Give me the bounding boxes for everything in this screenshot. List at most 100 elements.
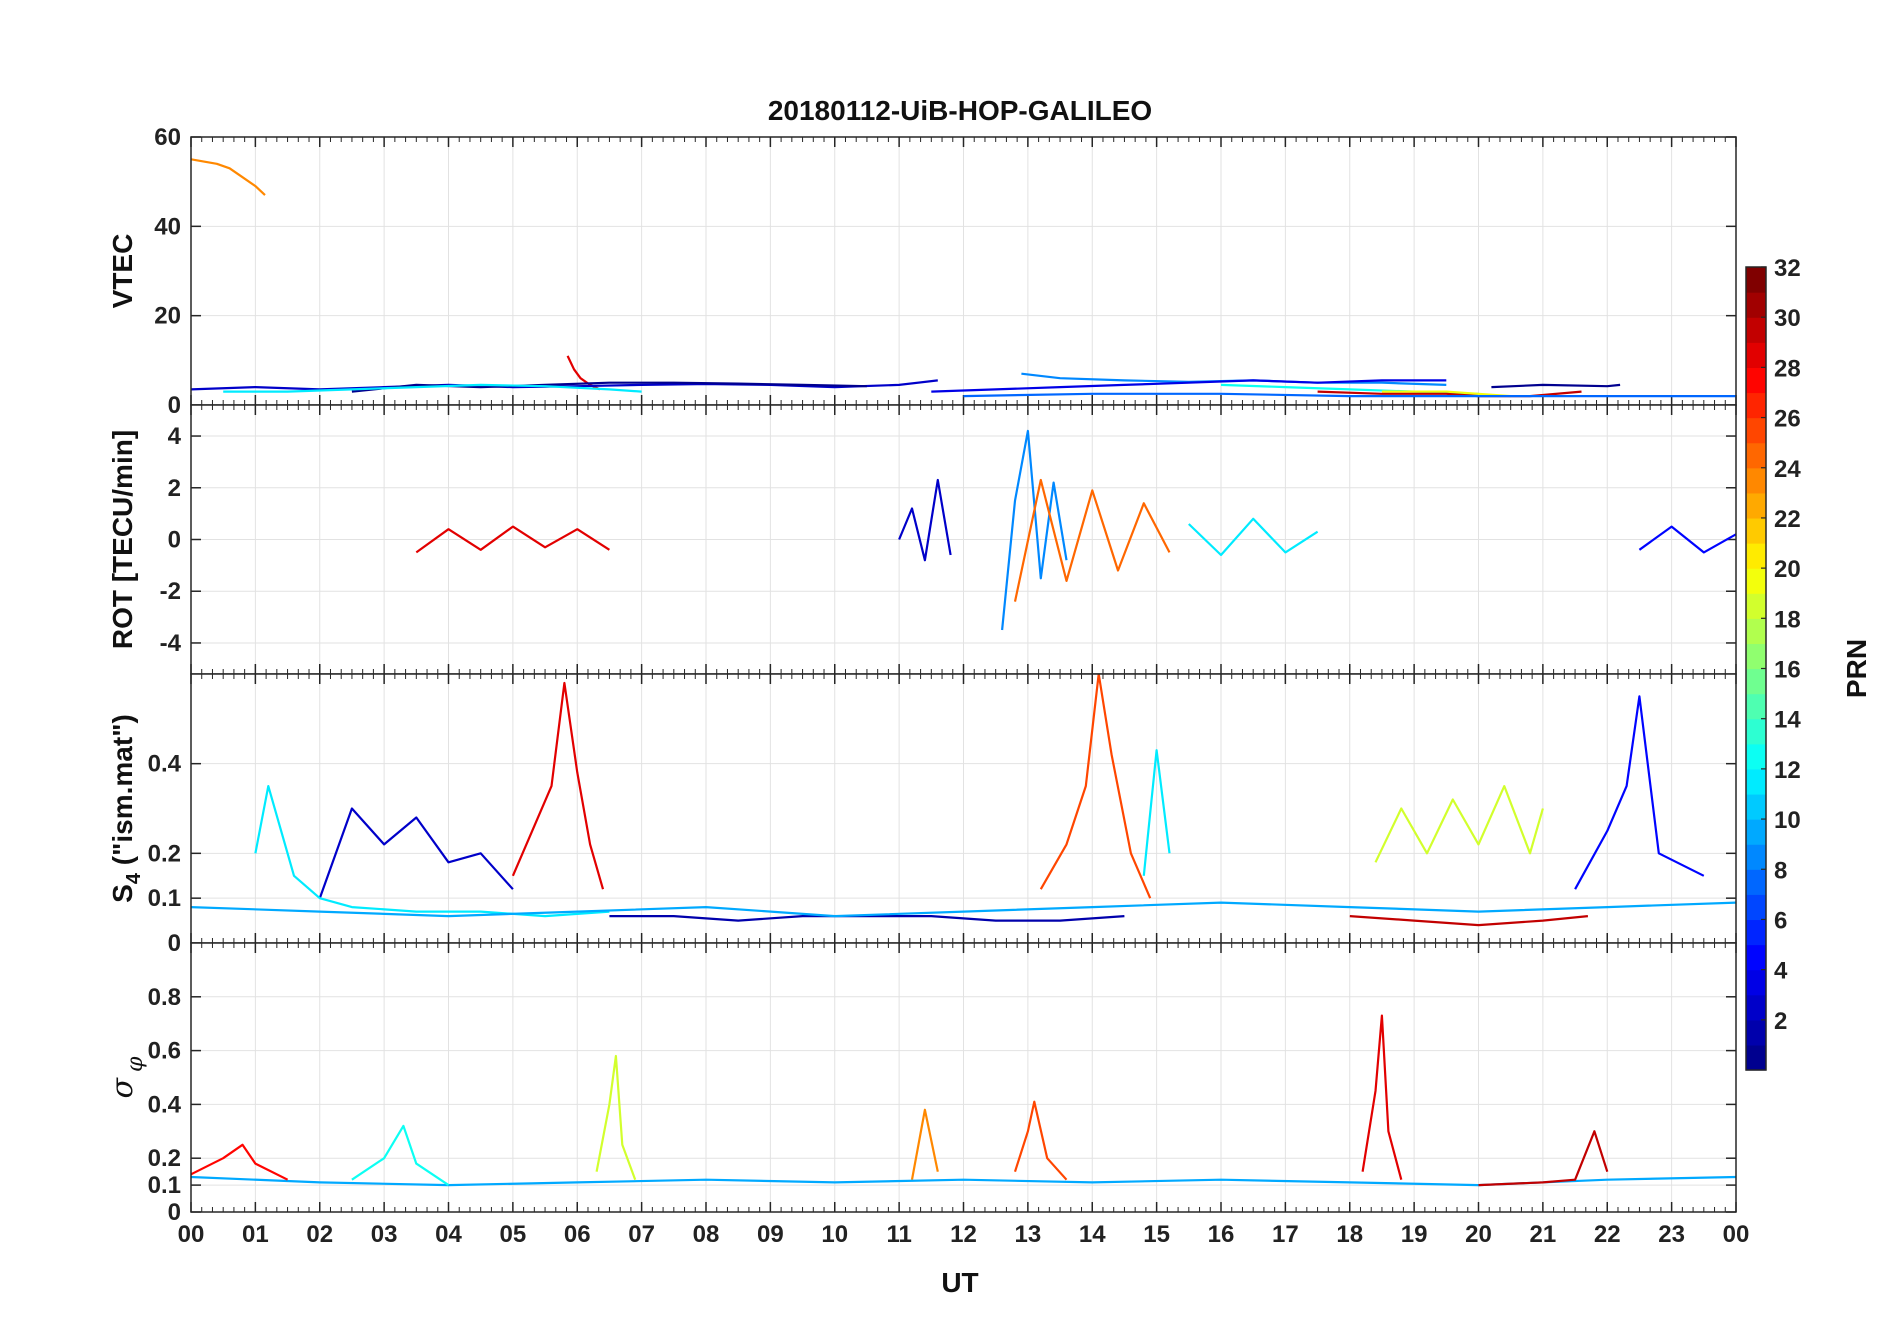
colorbar-band-prn-9 <box>1746 844 1766 870</box>
colorbar-tick-label: 2 <box>1774 1008 1787 1035</box>
x-tick-label: 10 <box>821 1221 848 1248</box>
series-group <box>191 674 1736 927</box>
colorbar-band-prn-31 <box>1746 292 1766 318</box>
series-group <box>191 158 1736 398</box>
y-tick-label: -2 <box>160 578 181 605</box>
series-line-prn-29 <box>511 681 605 890</box>
colorbar-band-prn-18 <box>1746 618 1766 645</box>
colorbar-band-prn-16 <box>1746 668 1766 695</box>
colorbar-band-prn-5 <box>1746 944 1766 971</box>
y-tick-label: 0.8 <box>148 984 181 1011</box>
colorbar-band-prn-4 <box>1746 969 1766 996</box>
colorbar-band-prn-8 <box>1746 869 1766 895</box>
x-tick-label: 04 <box>435 1221 462 1248</box>
x-tick-label: 21 <box>1530 1221 1557 1248</box>
y-label-rest: ("ism.mat") <box>107 714 138 873</box>
y-axis-label-s4: S4 ("ism.mat") <box>107 714 145 903</box>
series-line-prn-24 <box>191 158 266 196</box>
x-axis-label: UT <box>941 1267 978 1298</box>
colorbar-band-prn-21 <box>1746 543 1766 569</box>
colorbar-label: PRN <box>1841 639 1872 698</box>
x-tick-label: 08 <box>693 1221 720 1248</box>
series-line-prn-30 <box>1349 915 1589 927</box>
series-line-prn-26 <box>1039 674 1152 899</box>
series-line-prn-5 <box>1574 695 1705 890</box>
colorbar-band-prn-25 <box>1746 442 1766 469</box>
series-group <box>191 1014 1736 1187</box>
y-axis-label-vtec: VTEC <box>107 234 138 309</box>
x-tick-label: 11 <box>886 1221 911 1248</box>
colorbar-tick-label: 4 <box>1774 958 1788 985</box>
colorbar-tick-label: 24 <box>1774 456 1801 483</box>
y-label-sub: φ <box>123 1056 148 1072</box>
series-line-prn-29 <box>415 525 610 554</box>
y-tick-label: 0 <box>168 527 181 554</box>
x-tick-label: 02 <box>306 1221 333 1248</box>
x-tick-label: 01 <box>242 1221 269 1248</box>
x-tick-label: 03 <box>371 1221 398 1248</box>
series-line-prn-24 <box>910 1108 939 1180</box>
colorbar-band-prn-19 <box>1746 593 1766 619</box>
x-tick-label: 19 <box>1401 1221 1428 1248</box>
colorbar-band-prn-23 <box>1746 492 1766 519</box>
series-line-prn-9 <box>1001 429 1068 631</box>
series-line-prn-12 <box>223 383 642 393</box>
panel-sigma_phi: 00.10.2 0.4 0.6 0.8 σφ <box>105 942 1737 1226</box>
series-line-prn-26 <box>1013 1100 1068 1181</box>
colorbar-band-prn-2 <box>1746 1019 1766 1046</box>
colorbar-band-prn-17 <box>1746 643 1766 670</box>
panel-rot: -4 -2 0 2 4 ROT [TECU/min] <box>107 404 1737 675</box>
x-tick-label: 16 <box>1208 1221 1235 1248</box>
colorbar-tick-label: 14 <box>1774 707 1801 734</box>
y-label-sub: 4 <box>123 872 145 884</box>
colorbar-band-prn-30 <box>1746 317 1766 343</box>
series-line-prn-30 <box>1478 1130 1609 1187</box>
colorbar-tick-label: 10 <box>1774 807 1801 834</box>
colorbar-tick-label: 30 <box>1774 305 1801 332</box>
series-line-prn-28 <box>191 1143 289 1181</box>
colorbar-tick-label: 16 <box>1774 657 1801 684</box>
y-tick-label: 0.6 <box>148 1038 181 1065</box>
colorbar-band-prn-3 <box>1746 994 1766 1021</box>
colorbar-band-prn-13 <box>1746 743 1766 770</box>
colorbar-band-prn-32 <box>1746 267 1766 293</box>
y-tick-label: 40 <box>154 213 181 240</box>
x-tick-label: 00 <box>178 1221 205 1248</box>
colorbar-band-prn-26 <box>1746 417 1766 444</box>
y-tick-label: 60 <box>154 124 181 151</box>
colorbar-band-prn-15 <box>1746 693 1766 720</box>
series-line-prn-1 <box>1491 383 1621 389</box>
y-tick-label: 0.1 <box>148 1172 181 1199</box>
series-line-prn-3 <box>898 478 952 562</box>
x-tick-label: 00 <box>1723 1221 1750 1248</box>
x-axis: 00 01 02 03 04 05 06 07 08 09 10 11 12 13 14 15 16 17 18 19… <box>178 1221 1750 1248</box>
y-tick-label: 0.2 <box>148 840 181 867</box>
colorbar-band-prn-29 <box>1746 342 1766 368</box>
colorbar-band-prn-7 <box>1746 894 1766 921</box>
panel-vtec: 0 20 40 60 VTEC <box>107 124 1737 419</box>
chart-title: 20180112-UiB-HOP-GALILEO <box>768 95 1152 126</box>
y-label-main: S <box>107 884 138 903</box>
colorbar-tick-label: 18 <box>1774 606 1801 633</box>
colorbar-tick-label: 6 <box>1774 907 1787 934</box>
series-line-prn-2 <box>609 915 1125 922</box>
y-tick-label: 0.4 <box>148 751 182 778</box>
colorbar-band-prn-12 <box>1746 768 1766 795</box>
series-line-prn-19 <box>1374 785 1544 863</box>
y-tick-label: 0.2 <box>148 1145 181 1172</box>
series-line-prn-3 <box>318 807 514 899</box>
y-tick-label: 0.4 <box>148 1091 182 1118</box>
series-line-prn-13 <box>351 1124 450 1187</box>
colorbar-tick-label: 8 <box>1774 857 1787 884</box>
x-tick-label: 05 <box>500 1221 527 1248</box>
x-tick-label: 18 <box>1336 1221 1363 1248</box>
colorbar-tick-label: 28 <box>1774 355 1801 382</box>
series-group <box>415 429 1736 631</box>
x-tick-label: 06 <box>564 1221 591 1248</box>
y-tick-label: 20 <box>154 303 181 330</box>
series-line-prn-5 <box>1638 525 1736 554</box>
x-tick-label: 09 <box>757 1221 784 1248</box>
